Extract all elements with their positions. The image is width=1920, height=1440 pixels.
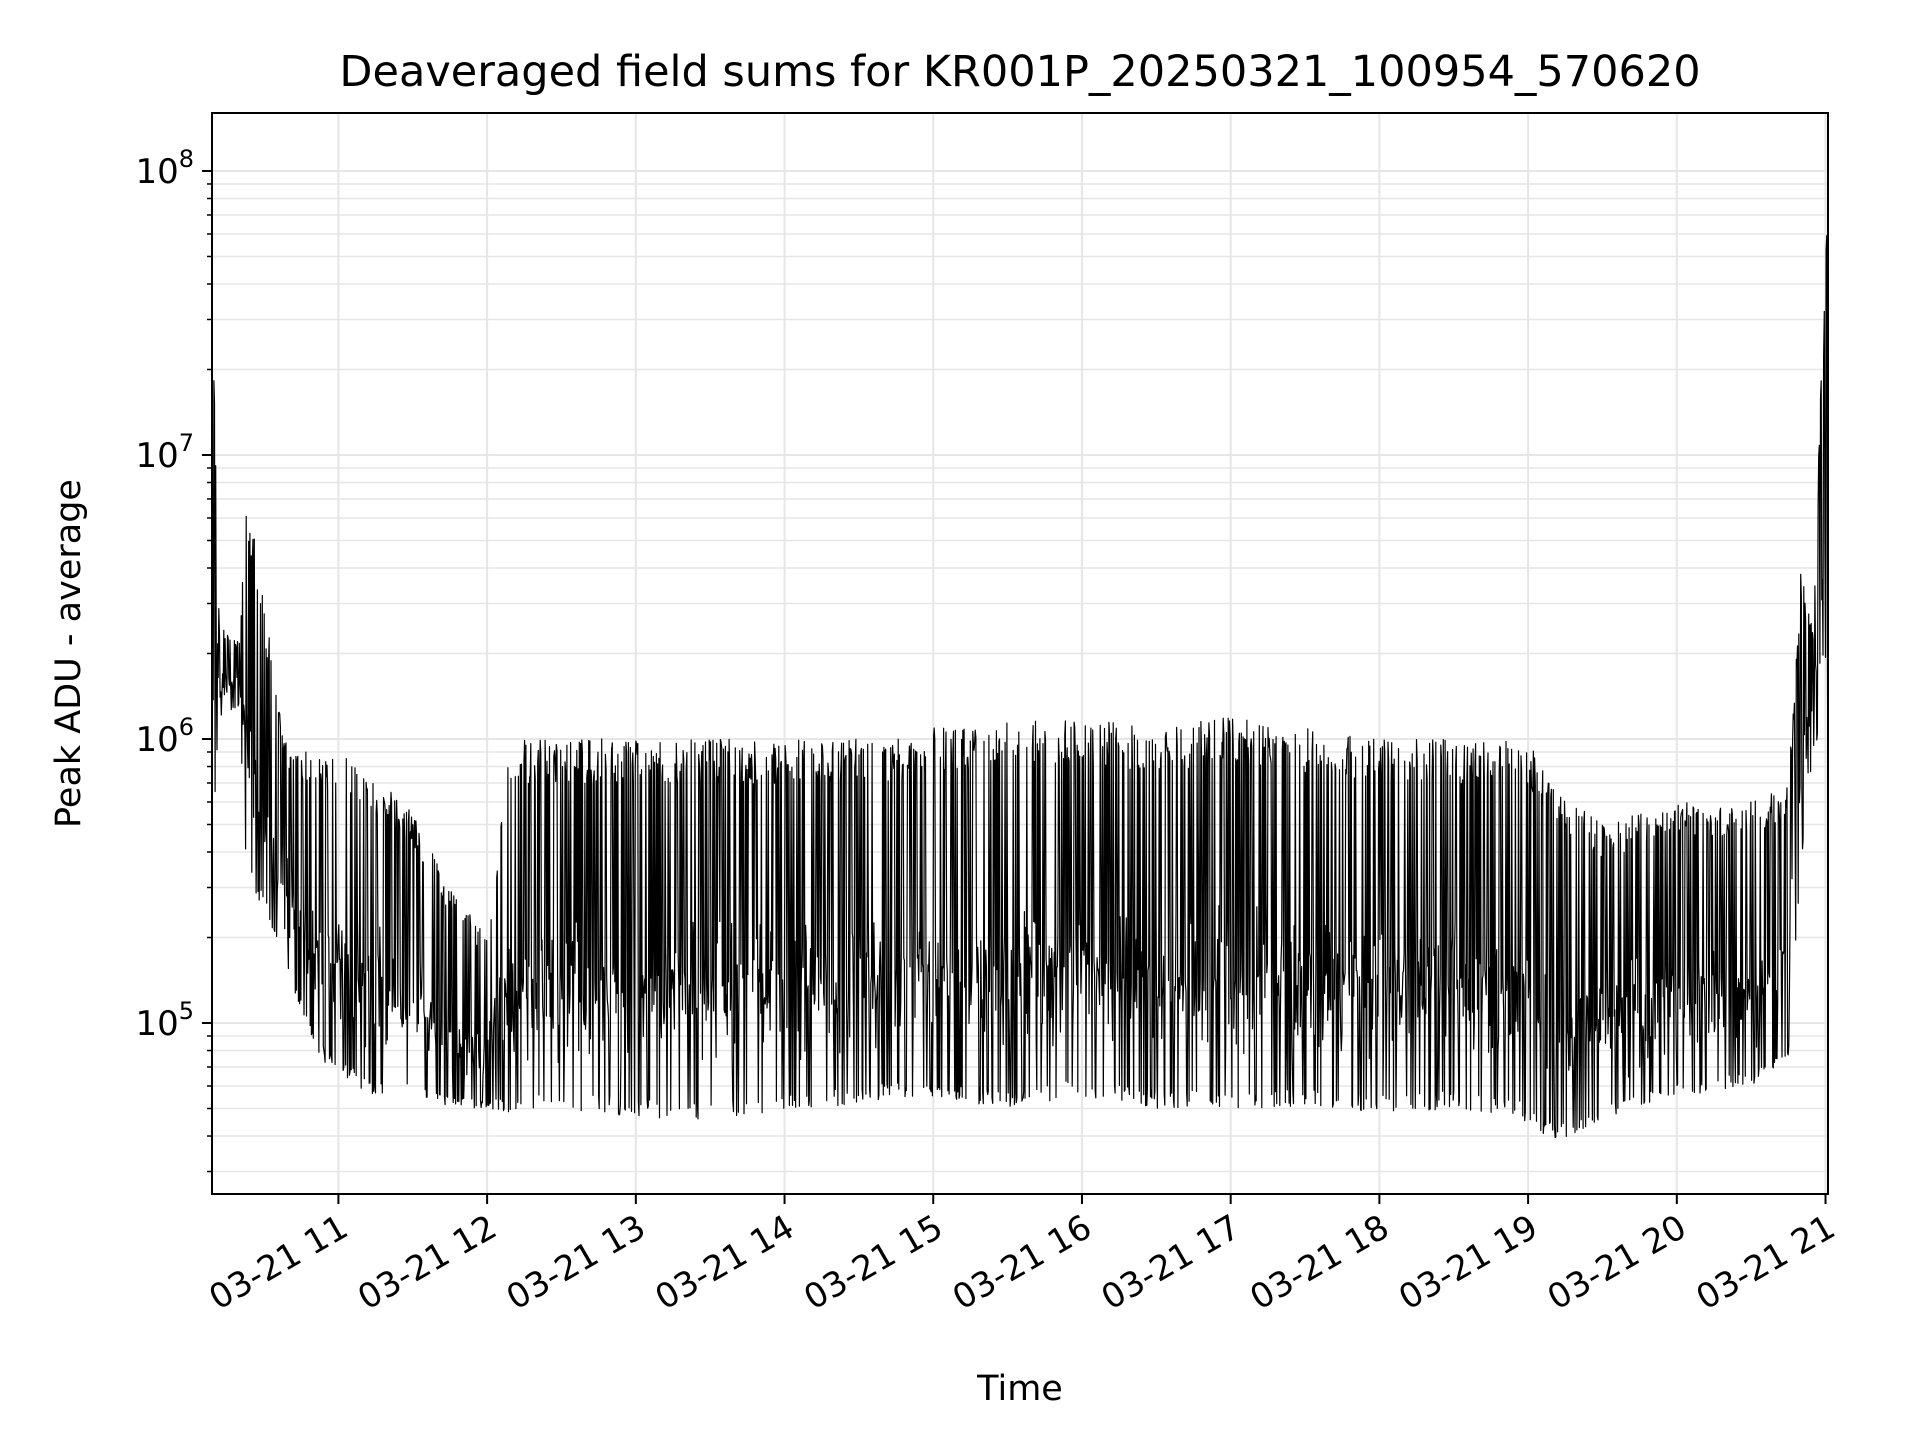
y-tick-base: 10 xyxy=(135,152,178,192)
y-axis-title: Peak ADU - average xyxy=(49,479,89,828)
y-tick-base: 10 xyxy=(135,720,178,760)
chart-title: Deaveraged field sums for KR001P_2025032… xyxy=(339,47,1700,97)
y-tick-label: 106 xyxy=(135,713,194,760)
y-tick-label: 108 xyxy=(135,145,194,192)
y-tick-label: 105 xyxy=(135,997,194,1044)
data-series xyxy=(211,235,1829,1138)
y-tick-exponent: 5 xyxy=(179,997,194,1025)
y-tick-base: 10 xyxy=(135,1004,178,1044)
series-line xyxy=(211,235,1829,1138)
y-tick-exponent: 7 xyxy=(179,429,194,457)
y-tick-exponent: 8 xyxy=(179,145,194,173)
x-axis-title: Time xyxy=(976,1369,1063,1409)
y-tick-label: 107 xyxy=(135,429,194,476)
y-tick-base: 10 xyxy=(135,436,178,476)
y-tick-exponent: 6 xyxy=(179,713,194,741)
